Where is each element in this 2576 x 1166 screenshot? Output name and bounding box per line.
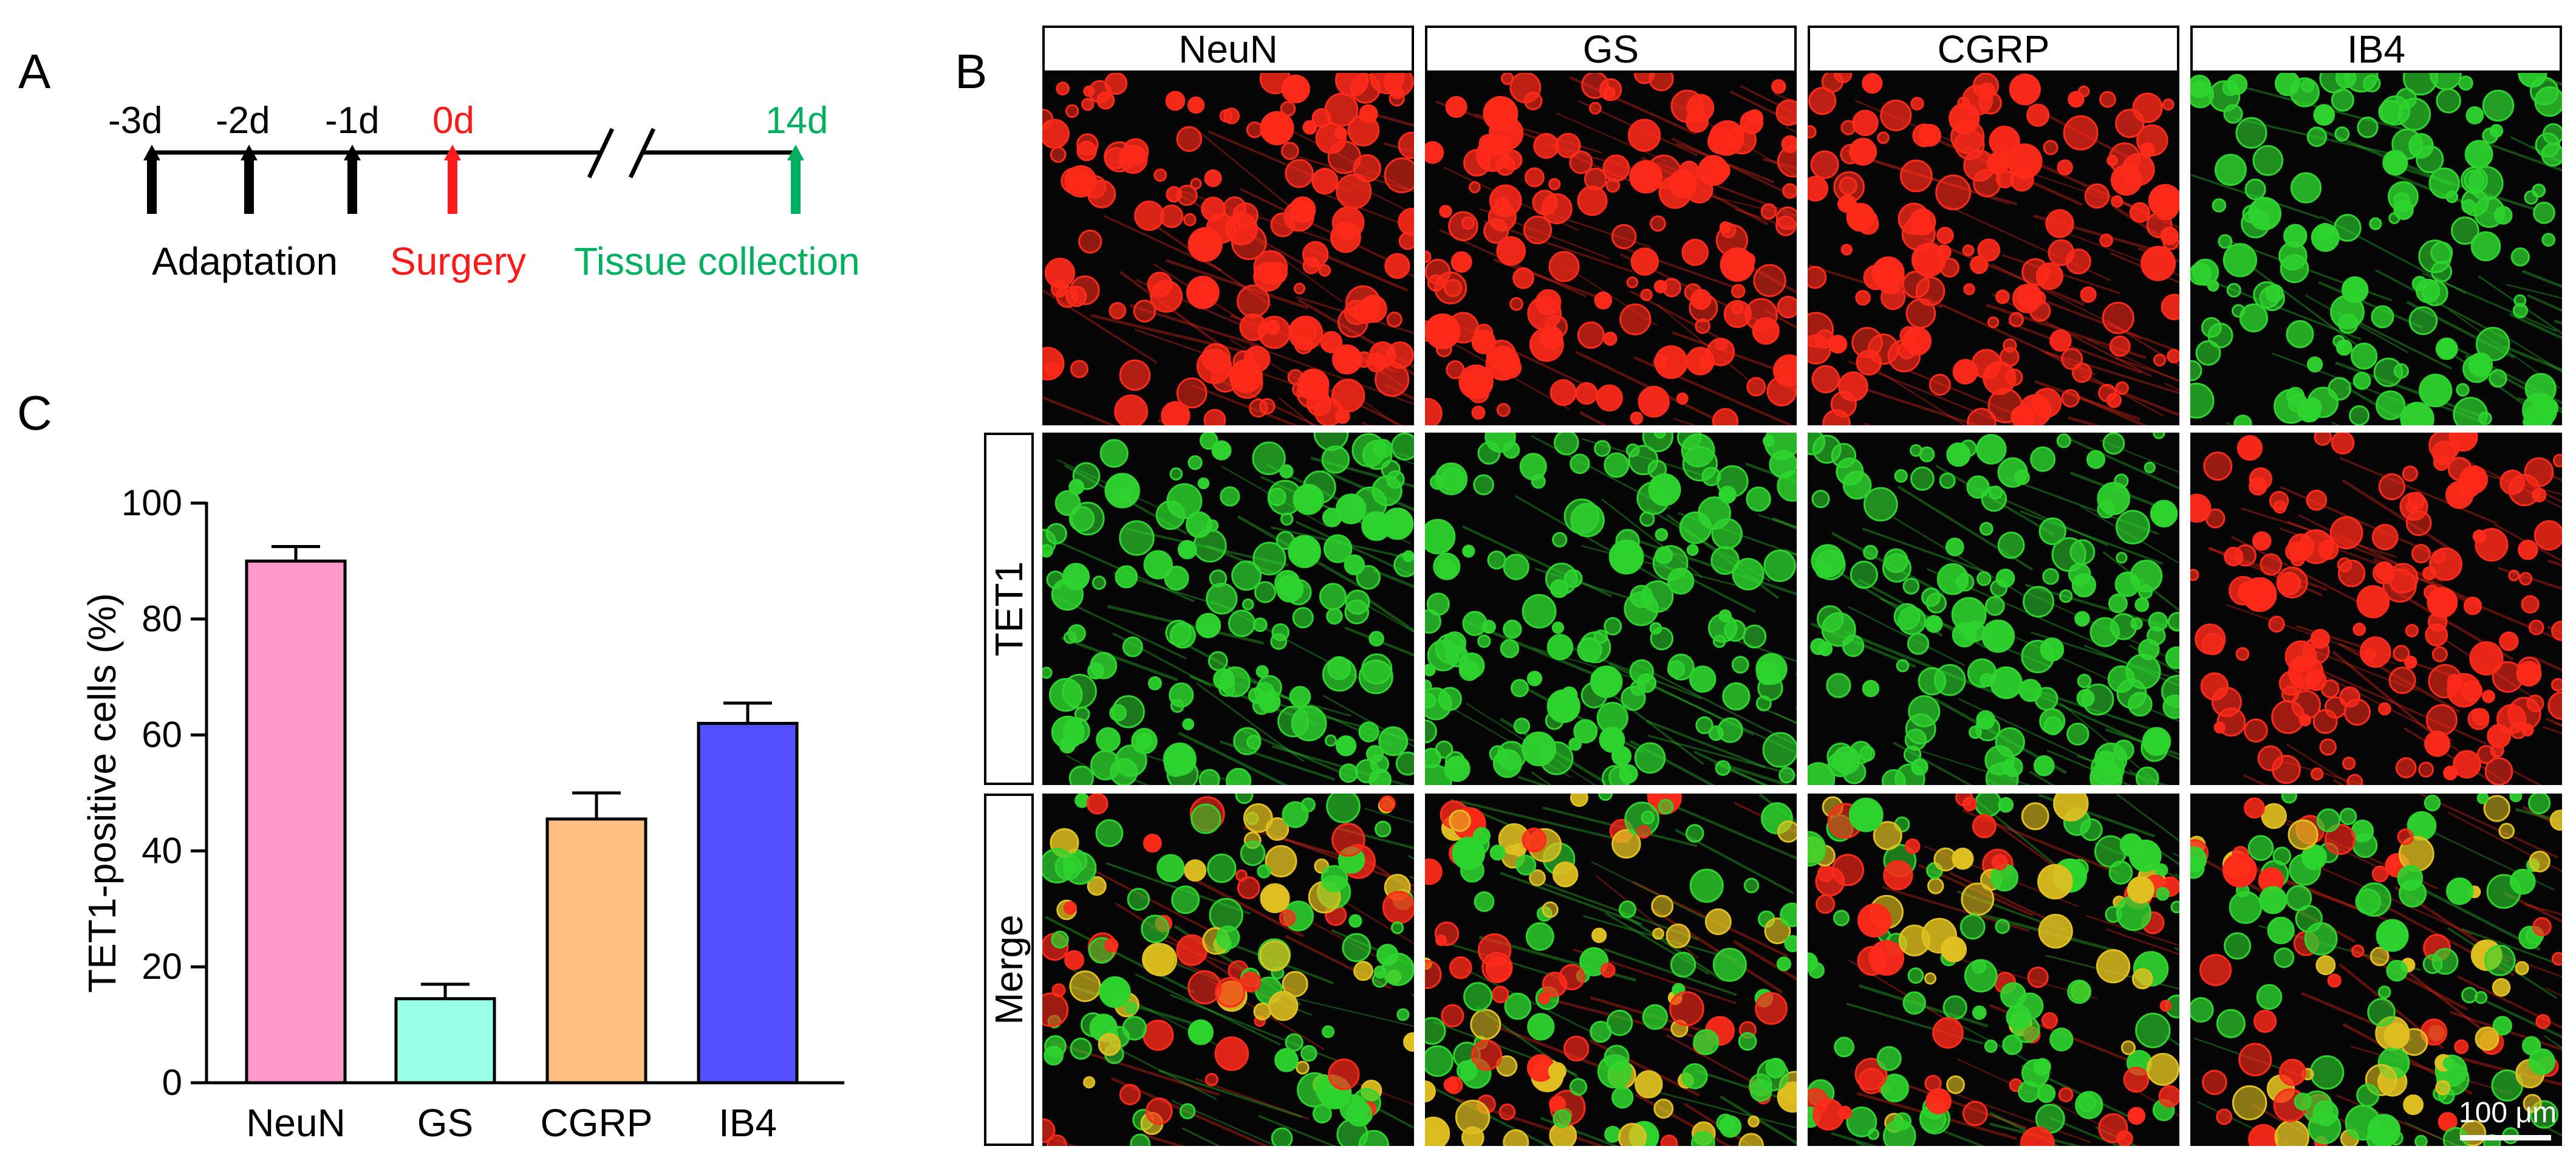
timeline-label-minus-1d: -1d: [325, 100, 380, 142]
x-tick-label: GS: [417, 1101, 473, 1145]
timeline-arrow-minus-1d: [344, 145, 361, 214]
y-tick-label: 40: [142, 830, 182, 871]
y-tick-label: 80: [142, 598, 182, 639]
column-header-ib4: IB4: [2190, 26, 2562, 73]
bar-gs: [394, 997, 496, 1085]
timeline-label-minus-3d: -3d: [108, 100, 163, 142]
bar-chart: 0 20 40 60 80 100 TET1-positive cells (%) NeuN G…: [80, 482, 844, 1145]
x-tick-label: CGRP: [541, 1101, 653, 1145]
row-label-merge: Merge: [984, 794, 1034, 1146]
event-surgery: Surgery: [390, 239, 527, 283]
timeline-arrow-14d: [787, 145, 804, 214]
micrograph-merge-ib4: [2190, 794, 2562, 1146]
row-label-tet1: TET1: [984, 433, 1034, 785]
micrograph-merge-gs: [1425, 794, 1797, 1146]
micrograph-tet1-ib4: [2190, 433, 2562, 785]
timeline-label-0d: 0d: [432, 100, 474, 142]
bar-neun: [245, 559, 347, 1085]
micrograph-merge-cgrp: [1808, 794, 2179, 1146]
event-adaptation: Adaptation: [152, 239, 338, 283]
micrograph-marker-neun: [1042, 73, 1414, 425]
column-header-gs: GS: [1425, 26, 1797, 73]
timeline-arrow-0d: [444, 145, 461, 214]
timeline-break-mark: [628, 128, 656, 179]
micrograph-tet1-cgrp: [1808, 433, 2179, 785]
micrograph-tet1-gs: [1425, 433, 1797, 785]
y-tick-label: 20: [142, 946, 182, 987]
bar-cgrp: [545, 817, 647, 1085]
y-tick-label: 0: [162, 1062, 182, 1103]
timeline-arrow-minus-2d: [241, 145, 258, 214]
panel-letter-b: B: [955, 44, 988, 98]
panel-letter-c: C: [17, 386, 52, 440]
micrograph-marker-cgrp: [1808, 73, 2179, 425]
y-tick-label: 60: [142, 715, 182, 755]
micrograph-tet1-neun: [1042, 433, 1414, 785]
scale-bar: [2460, 1135, 2551, 1140]
micrograph-merge-neun: [1042, 794, 1414, 1146]
y-tick-label: 100: [121, 482, 182, 523]
timeline-label-14d: 14d: [765, 100, 828, 142]
timeline-break-mark: [587, 128, 615, 179]
x-tick-label: NeuN: [246, 1101, 346, 1145]
timeline-arrow-minus-3d: [143, 145, 160, 214]
column-header-neun: NeuN: [1042, 26, 1414, 73]
event-tissue-collection: Tissue collection: [574, 239, 860, 283]
timeline-label-minus-2d: -2d: [216, 100, 270, 142]
column-header-cgrp: CGRP: [1808, 26, 2179, 73]
micrograph-marker-gs: [1425, 73, 1797, 425]
micrograph-marker-ib4: [2190, 73, 2562, 425]
x-tick-label: IB4: [719, 1101, 777, 1145]
bar-ib4: [697, 722, 799, 1085]
experimental-timeline: [143, 128, 804, 214]
panel-letter-a: A: [18, 44, 51, 98]
scale-bar-label: 100 μm: [2459, 1097, 2557, 1129]
y-axis-label: TET1-positive cells (%): [80, 593, 124, 993]
